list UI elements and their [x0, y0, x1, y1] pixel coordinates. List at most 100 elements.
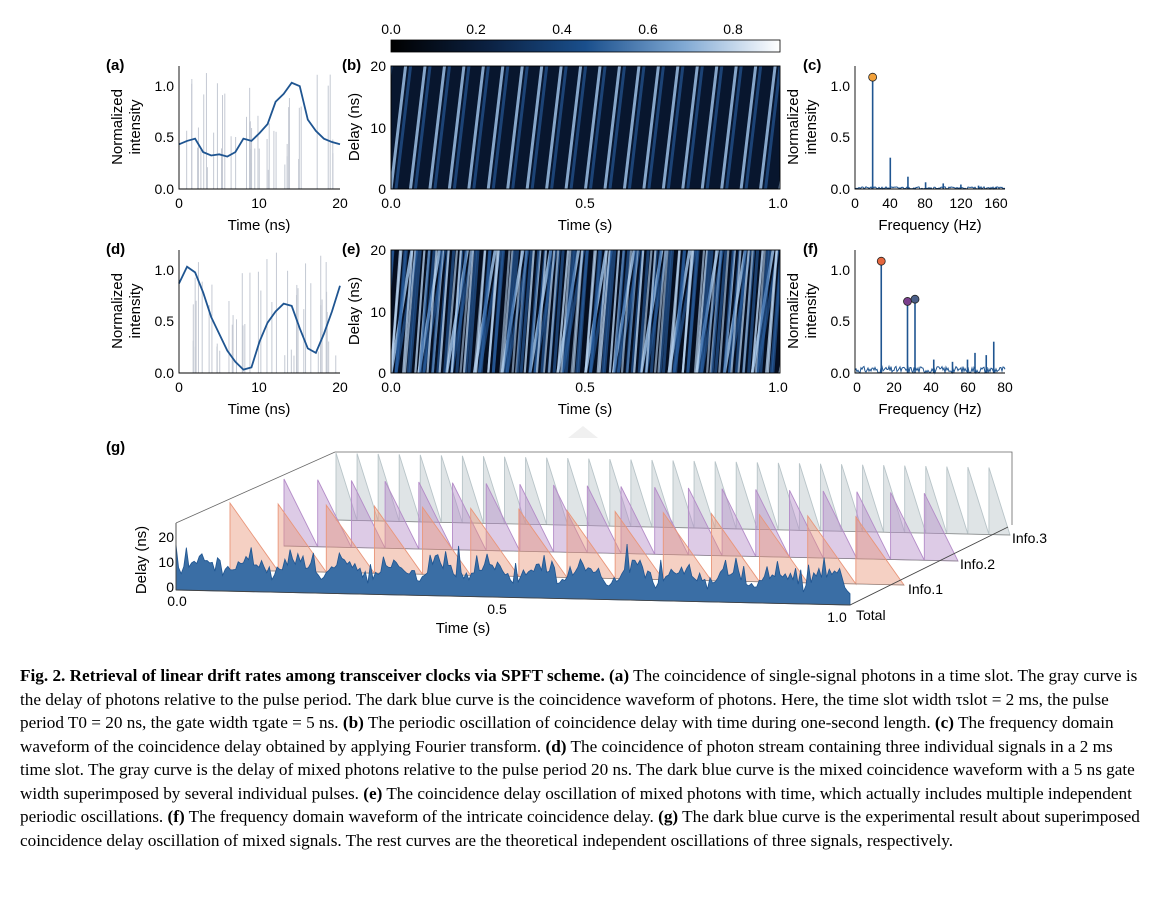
depth-label-info2: Info.2 — [960, 556, 995, 572]
y-tick: 1.0 — [155, 78, 175, 94]
heatmap-stripe — [686, 66, 704, 189]
caption-label-c: (c) — [934, 713, 954, 732]
heatmap-stripe — [501, 250, 514, 373]
y-axis-label: Normalized — [785, 89, 802, 165]
x-tick: 10 — [251, 195, 267, 211]
heatmap-stripe — [450, 250, 462, 373]
y-tick: 10 — [370, 120, 386, 136]
panel-label: (a) — [106, 57, 124, 74]
x-tick: 1.0 — [768, 195, 788, 211]
x-tick: 0.5 — [575, 379, 595, 395]
caption-text-e: The coincidence delay oscillation of mix… — [20, 783, 1132, 827]
caption-label-b: (b) — [342, 713, 364, 732]
y-axis-label: Normalized — [785, 273, 802, 349]
heatmap-stripe — [658, 250, 672, 373]
panel-label: (f) — [803, 241, 818, 258]
x-tick: 40 — [882, 195, 898, 211]
heatmap-stripe — [430, 250, 444, 373]
heatmap-stripe — [747, 250, 760, 373]
heatmap-stripe — [625, 250, 638, 373]
heatmap-stripe — [737, 250, 750, 373]
panel-a: (a) Normalized intensity 0.0 0.5 1.0 0 1… — [106, 57, 348, 234]
heatmap-stripe — [552, 250, 565, 373]
heatmap-stripe — [714, 250, 728, 373]
heatmap-stripe — [759, 66, 777, 189]
spectrum-noise — [854, 185, 1006, 190]
y-tick: 0 — [378, 365, 386, 381]
heatmap-stripe — [547, 250, 560, 373]
y-axis-label: intensity — [127, 99, 144, 155]
y-axis-label: Delay (ns) — [346, 277, 363, 345]
heatmap-stripe — [661, 66, 680, 189]
heatmap-stripe — [418, 250, 431, 373]
x-tick: 60 — [960, 379, 976, 395]
heatmap-stripe — [525, 66, 544, 189]
y-tick: 0.5 — [831, 129, 851, 145]
heatmap-stripe — [491, 66, 510, 189]
figure: 0.0 0.2 0.4 0.6 0.8 (a) Normalized inten… — [106, 21, 1047, 637]
x-tick: 10 — [251, 379, 267, 395]
heatmap-stripe — [700, 250, 714, 373]
heatmap-stripe — [620, 250, 633, 373]
panel-c: (c) Normalized intensity 0.0 0.5 1.0 0 4… — [785, 57, 1008, 234]
heatmap-stripe — [695, 250, 709, 373]
y-tick: 20 — [370, 58, 386, 74]
panel-d: (d) Normalized intensity 0.0 0.5 1.0 0 1… — [106, 241, 348, 418]
heatmap-stripe — [681, 250, 693, 373]
x-tick: 0.0 — [381, 379, 401, 395]
x-axis-label: Time (s) — [558, 401, 612, 418]
x-tick: 0 — [851, 195, 859, 211]
x-axis-label: Time (s) — [558, 217, 612, 234]
heatmap-stripe — [734, 250, 747, 373]
heatmap-stripe — [710, 250, 723, 373]
heatmap-stripe — [474, 250, 487, 373]
heatmap-stripe — [576, 250, 589, 373]
heatmap-stripe — [669, 250, 681, 373]
heatmap-stripe — [718, 250, 730, 373]
heatmap-stripe — [452, 66, 471, 189]
y-axis-label: Normalized — [109, 273, 126, 349]
heatmap-stripe — [608, 66, 627, 189]
axes-frame — [178, 66, 340, 190]
heatmap-stripe — [572, 250, 584, 373]
heatmap-stripe — [639, 250, 653, 373]
heatmap-stripe — [467, 66, 485, 189]
box-edges — [175, 451, 1013, 525]
panel-f: (f) Normalized intensity 0.0 0.5 1.0 0 2… — [785, 241, 1013, 418]
heatmap-stripe — [479, 250, 492, 373]
layer-stack — [175, 452, 1011, 606]
heatmap-stripe — [467, 250, 480, 373]
y-tick: 0 — [378, 181, 386, 197]
caption-text-a: The coincidence of single-signal photons… — [20, 666, 1138, 732]
heatmap-stripe — [462, 250, 475, 373]
heatmap-stripe — [730, 250, 742, 373]
heatmap-stripe — [459, 250, 472, 373]
heatmap-stripe — [402, 250, 414, 373]
heatmap-stripe — [511, 250, 523, 373]
heatmap-stripe — [519, 250, 533, 373]
heatmap-stripe — [564, 250, 577, 373]
depth-label-info3: Info.3 — [1012, 530, 1047, 546]
spectrum-bars — [854, 72, 1006, 190]
heatmap-stripe — [414, 250, 426, 373]
heatmap-stripe — [560, 250, 572, 373]
depth-label-info1: Info.1 — [908, 581, 943, 597]
heatmap-stripe — [556, 250, 570, 373]
caption-text-g: The dark blue curve is the experimental … — [20, 807, 1140, 850]
heatmap-stripe — [693, 250, 706, 373]
colorbar-tick: 0.4 — [552, 21, 572, 37]
x-tick: 0.0 — [381, 195, 401, 211]
y-tick: 10 — [158, 554, 174, 570]
heatmap-stripe — [596, 250, 608, 373]
heatmap-stripe — [686, 250, 699, 373]
heatmap-stripe — [589, 250, 602, 373]
heatmap-stripe — [674, 250, 687, 373]
caption-text-f: The frequency domain waveform of the int… — [188, 807, 654, 826]
heatmap-stripe — [584, 250, 596, 373]
y-tick: 0.5 — [155, 129, 175, 145]
heatmap-stripe — [681, 66, 699, 189]
y-axis-label: Delay (ns) — [133, 526, 150, 594]
panel-b: (b) Delay (ns) 0 10 20 0.0 0.5 1.0 Time … — [342, 57, 788, 234]
heatmap-stripe — [661, 250, 675, 373]
colorbar-tick: 0.6 — [638, 21, 658, 37]
